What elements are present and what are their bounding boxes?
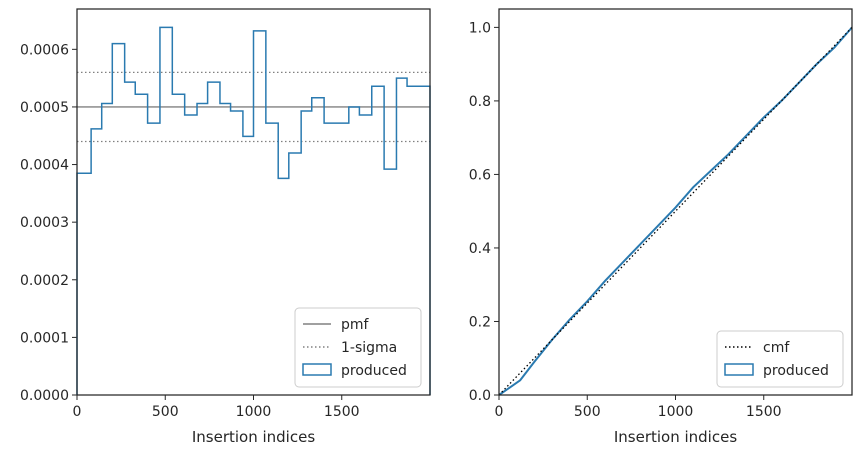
- axes-frame: [498, 8, 853, 396]
- y-tick-label: 0.0004: [20, 158, 69, 174]
- y-tick-label: 0.4: [469, 241, 491, 257]
- y-tick-label: 0.0005: [20, 100, 69, 116]
- x-tick-label: 500: [152, 404, 179, 420]
- x-axis-label: Insertion indices: [614, 428, 737, 446]
- y-tick-label: 0.2: [469, 314, 491, 330]
- axes-frame: [76, 8, 431, 396]
- y-tick-label: 0.0001: [20, 330, 69, 346]
- cmf-line: [498, 26, 853, 396]
- produced-step-histogram: [76, 26, 431, 395]
- y-tick-label: 0.0006: [20, 42, 69, 58]
- legend-label-1-sigma: 1-sigma: [341, 340, 397, 356]
- legend-label-pmf: pmf: [341, 317, 370, 333]
- x-axis-label: Insertion indices: [192, 428, 315, 446]
- x-tick-label: 0: [495, 404, 504, 420]
- y-tick-label: 0.6: [469, 167, 491, 183]
- legend-box: [294, 307, 422, 388]
- y-tick-label: 1.0: [469, 20, 491, 36]
- legend-swatch-produced: [724, 363, 754, 376]
- y-tick-label: 0.0000: [20, 388, 69, 404]
- x-tick-label: 1500: [746, 404, 782, 420]
- x-tick-label: 1000: [236, 404, 272, 420]
- y-tick-label: 0.0003: [20, 215, 69, 231]
- x-tick-label: 1500: [324, 404, 360, 420]
- legend: cmf produced: [716, 330, 844, 388]
- legend-label-cmf: cmf: [763, 340, 790, 356]
- y-tick-label: 0.0002: [20, 273, 69, 289]
- legend-label-produced: produced: [763, 363, 829, 379]
- left-chart-pmf: 0 500 1000 1500 0.0000 0.0001 0.0002 0.0003 0.00…: [20, 8, 431, 446]
- legend-box: [716, 330, 844, 388]
- legend-swatch-produced: [302, 363, 332, 376]
- y-tick-label: 0.8: [469, 94, 491, 110]
- y-tick-label: 0.0: [469, 388, 491, 404]
- legend: pmf 1-sigma produced: [294, 307, 422, 388]
- x-tick-label: 0: [73, 404, 82, 420]
- x-tick-label: 500: [574, 404, 601, 420]
- x-tick-label: 1000: [658, 404, 694, 420]
- right-chart-cmf: 0 500 1000 1500 0.0 0.2 0.4 0.6 0.8 1.0 Insertion …: [469, 8, 853, 446]
- legend-label-produced: produced: [341, 363, 407, 379]
